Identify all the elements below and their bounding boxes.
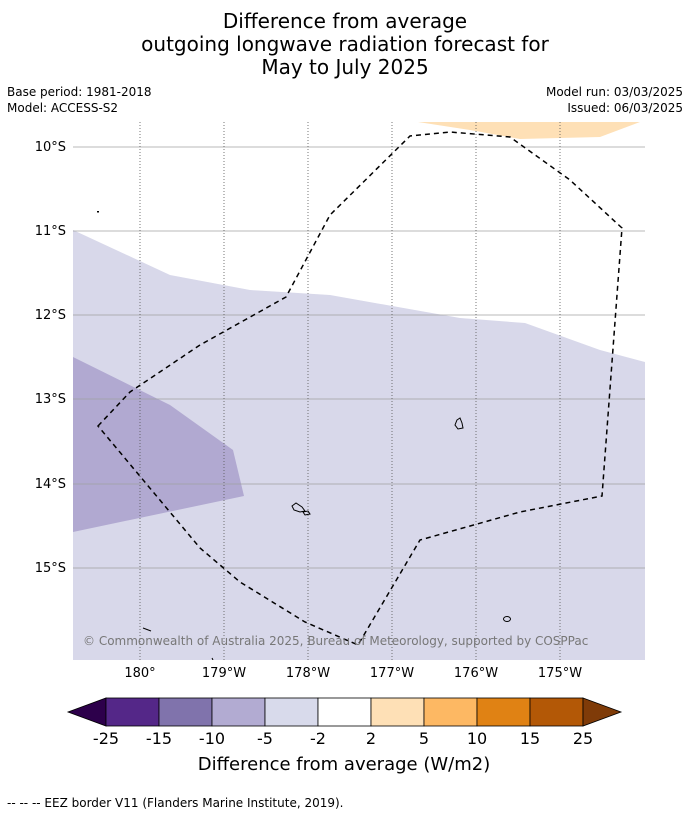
title-line-2: outgoing longwave radiation forecast for [141, 32, 549, 56]
lat-label: 13°S [35, 392, 66, 407]
lat-label: 11°S [35, 224, 66, 239]
copyright-text: © Commonwealth of Australia 2025, Bureau… [83, 634, 588, 648]
colorbar-title: Difference from average (W/m2) [198, 754, 490, 775]
colorbar-tick-label: -25 [93, 729, 119, 748]
island-small-southwest [142, 627, 152, 632]
lat-label: 12°S [35, 308, 66, 323]
colorbar-extend-high [582, 697, 623, 727]
lon-label: 175°W [538, 666, 582, 681]
lat-label: 15°S [35, 561, 66, 576]
colorbar-bin [317, 697, 372, 727]
island-wallis [454, 417, 464, 430]
title-line-1: Difference from average [222, 9, 468, 33]
island-dot-northwest [97, 211, 99, 213]
lon-label: 178°W [286, 666, 330, 681]
colorbar-extend-low [66, 697, 107, 727]
colorbar-tick-label: -15 [146, 729, 172, 748]
colorbar-tick-label: 5 [419, 729, 429, 748]
colorbar-bin [529, 697, 584, 727]
colorbar: -25 -15 -10 -5 -2 2 5 10 15 25 Differenc… [66, 697, 623, 775]
lat-gridlines [73, 146, 645, 569]
colorbar-tick-label: -2 [310, 729, 326, 748]
anomaly-region-light-orange [418, 122, 640, 139]
colorbar-tick-label: -10 [199, 729, 225, 748]
model-run: Model run: 03/03/2025 [545, 85, 683, 99]
eez-legend: -- -- -- EEZ border V11 (Flanders Marine… [7, 796, 344, 810]
island-dot-south [211, 657, 214, 660]
lat-labels: 10°S 11°S 12°S 13°S 14°S 15°S [35, 140, 66, 576]
colorbar-tick-label: 25 [573, 729, 593, 748]
colorbar-bin [264, 697, 319, 727]
issued-date: Issued: 06/03/2025 [567, 101, 683, 115]
colorbar-bin [158, 697, 213, 727]
island-futuna [291, 502, 306, 513]
colorbar-tick-label: -5 [257, 729, 273, 748]
colorbar-bin [370, 697, 425, 727]
colorbar-bin [423, 697, 478, 727]
colorbar-tick-label: 10 [467, 729, 487, 748]
colorbar-bin [105, 697, 160, 727]
lon-labels: 180° 179°W 178°W 177°W 176°W 175°W [124, 666, 582, 681]
colorbar-bin [476, 697, 531, 727]
island-alofi [302, 510, 311, 516]
lon-label: 176°W [454, 666, 498, 681]
lon-label: 180° [124, 666, 155, 681]
base-period: Base period: 1981-2018 [7, 85, 152, 99]
model-name: Model: ACCESS-S2 [7, 101, 119, 115]
lat-label: 14°S [35, 477, 66, 492]
lat-label: 10°S [35, 140, 66, 155]
colorbar-tick-label: 2 [366, 729, 376, 748]
anomaly-region-mid-purple [73, 357, 244, 532]
map-figure: © Commonwealth of Australia 2025, Bureau… [35, 122, 645, 775]
colorbar-bin [211, 697, 266, 727]
title-line-3: May to July 2025 [261, 55, 429, 79]
island-small-east [503, 616, 511, 622]
map-area: © Commonwealth of Australia 2025, Bureau… [73, 122, 645, 660]
lon-label: 179°W [202, 666, 246, 681]
colorbar-tick-label: 15 [520, 729, 540, 748]
lon-label: 177°W [370, 666, 414, 681]
anomaly-region-light-purple [73, 230, 645, 660]
